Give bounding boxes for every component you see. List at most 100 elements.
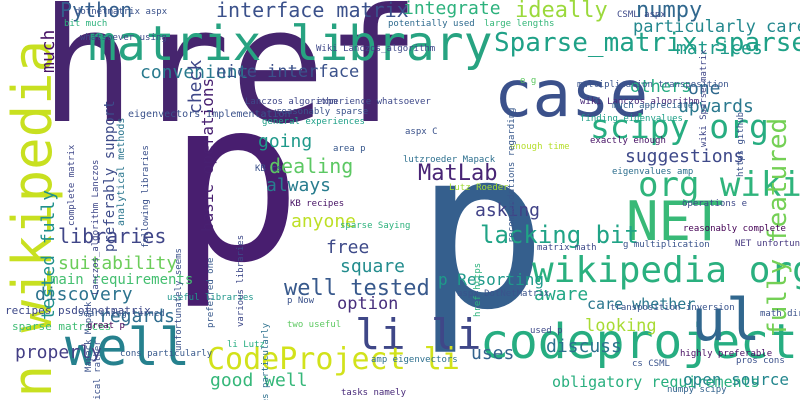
cloud-word: basic operations [198, 77, 217, 232]
cloud-word: searching turned [78, 309, 165, 319]
cloud-word: anyone [291, 211, 357, 232]
cloud-word: various libraries [236, 234, 246, 327]
cloud-word: eigenvalues particularly [261, 322, 271, 400]
cloud-word: href [40, 0, 421, 159]
cloud-word: multiplication transposition [577, 80, 729, 90]
cloud-word: area p [333, 144, 366, 154]
cloud-word: href https [473, 262, 483, 317]
cloud-word: whatsoever using [80, 33, 167, 43]
cloud-word: much appreciate [612, 101, 694, 111]
cloud-word: Sparse_matrix sparse [494, 28, 800, 58]
cloud-word: matrix library [88, 16, 493, 72]
cloud-word: ideally [515, 0, 608, 23]
cloud-word: tested fully [38, 189, 59, 320]
cloud-word: li Lutz [227, 340, 265, 350]
cloud-word: finding eigenvalues [580, 114, 683, 124]
cloud-word: complete matrix [67, 144, 77, 226]
cloud-word: tasks namely [341, 388, 407, 398]
cloud-word: well [65, 318, 191, 378]
cloud-word: asking [475, 200, 541, 221]
cloud-word: discovery [35, 284, 133, 305]
cloud-word: CodeProject li [207, 342, 460, 377]
cloud-word: dealing [269, 154, 354, 178]
cloud-word: care whether [587, 295, 696, 313]
cloud-word: matrices [676, 38, 763, 59]
cloud-word: ul [691, 286, 761, 354]
cloud-word: eigenvalues amp [612, 167, 694, 177]
cloud-word: aspx DotNetMatrix [457, 289, 550, 299]
cloud-word: general experiences [262, 117, 365, 127]
cloud-word: math directly [760, 309, 800, 319]
cloud-word: interface matrix [216, 0, 409, 22]
cloud-word: convenient [140, 62, 249, 83]
cloud-word: good well [210, 370, 308, 391]
cloud-word: recipes psdotnetmatrix [5, 304, 151, 317]
cloud-word: cons particularly [120, 349, 213, 359]
cloud-word: great p [87, 321, 125, 331]
cloud-word: p Resorting [438, 270, 544, 289]
cloud-word: Lanczos_algorithm Lanczos [91, 159, 101, 295]
cloud-word: amp eigenvectors [371, 355, 458, 365]
cloud-word: org wiki [638, 165, 800, 205]
cloud-word: p [167, 51, 303, 313]
cloud-word: one [688, 78, 721, 99]
cloud-word: exactly enough [590, 136, 666, 146]
cloud-word: lutzroeder Mapack [403, 155, 496, 165]
cloud-word: main requirements [50, 272, 194, 288]
cloud-word: wikipedia org [532, 250, 800, 291]
cloud-word: matrix math [537, 243, 597, 253]
cloud-word: aspx C [405, 127, 438, 137]
cloud-word: wiki Sparse_matrix [699, 49, 709, 147]
cloud-word: uses [471, 343, 515, 364]
cloud-word: CSML aspx [617, 10, 666, 20]
cloud-word: MatLab [418, 161, 498, 186]
cloud-word: much [38, 29, 59, 73]
cloud-word: NET [626, 190, 724, 253]
cloud-word: cs CSML [632, 359, 670, 369]
cloud-word: experience whatsoever [317, 97, 431, 107]
cloud-word: others [630, 77, 692, 97]
cloud-word: preferably support [102, 100, 118, 252]
cloud-word: regards [99, 306, 175, 327]
cloud-word: operations e [682, 199, 748, 209]
cloud-word: useful libraries [167, 293, 254, 303]
cloud-word: free [326, 237, 370, 258]
cloud-word: numerical rather [93, 340, 103, 400]
cloud-word: NET unfortunately [735, 239, 800, 249]
cloud-word: reasonably complete [683, 224, 786, 234]
cloud-word: codeproject [480, 314, 798, 370]
cloud-word: KB recipes [290, 199, 345, 209]
cloud-word: going [258, 131, 313, 152]
cloud-word: used p [530, 326, 563, 336]
cloud-word: square [340, 256, 406, 277]
cloud-word: eigenvectors Implementation [128, 109, 291, 120]
cloud-word: integrate [403, 0, 501, 19]
cloud-word: large lengths [484, 19, 555, 29]
cloud-word: highly preferable [680, 349, 773, 359]
cloud-word: sparse matrices [12, 320, 112, 333]
cloud-word: obligatory requirements [552, 373, 760, 391]
cloud-word: unfortunately seems [174, 248, 184, 351]
cloud-word: properly [15, 342, 102, 363]
cloud-word: preferred one [206, 257, 216, 328]
cloud-word: KB cs [255, 164, 283, 174]
cloud-word: p Now [287, 296, 315, 306]
cloud-word: p [415, 102, 548, 358]
cloud-word: open source [683, 370, 789, 389]
cloud-word: numpy scipy [667, 385, 727, 395]
cloud-word: recommendations regarding [507, 107, 517, 243]
cloud-word: https github [736, 111, 746, 177]
cloud-word: analytical methods [116, 117, 127, 226]
cloud-word: suitability [58, 253, 178, 274]
cloud-word: Lutz Roeder [449, 183, 509, 193]
cloud-word: enough time [510, 142, 570, 152]
cloud-word: libraries [58, 224, 167, 248]
cloud-word: Python [60, 0, 133, 22]
cloud-word: e g [520, 76, 537, 86]
cloud-word: scipy org [590, 107, 769, 146]
cloud-word: well tested [284, 276, 430, 301]
cloud-word: following libraries [141, 145, 151, 248]
cloud-word: dotnetmatrix aspx [75, 7, 168, 17]
cloud-word: g multiplication [623, 240, 710, 250]
